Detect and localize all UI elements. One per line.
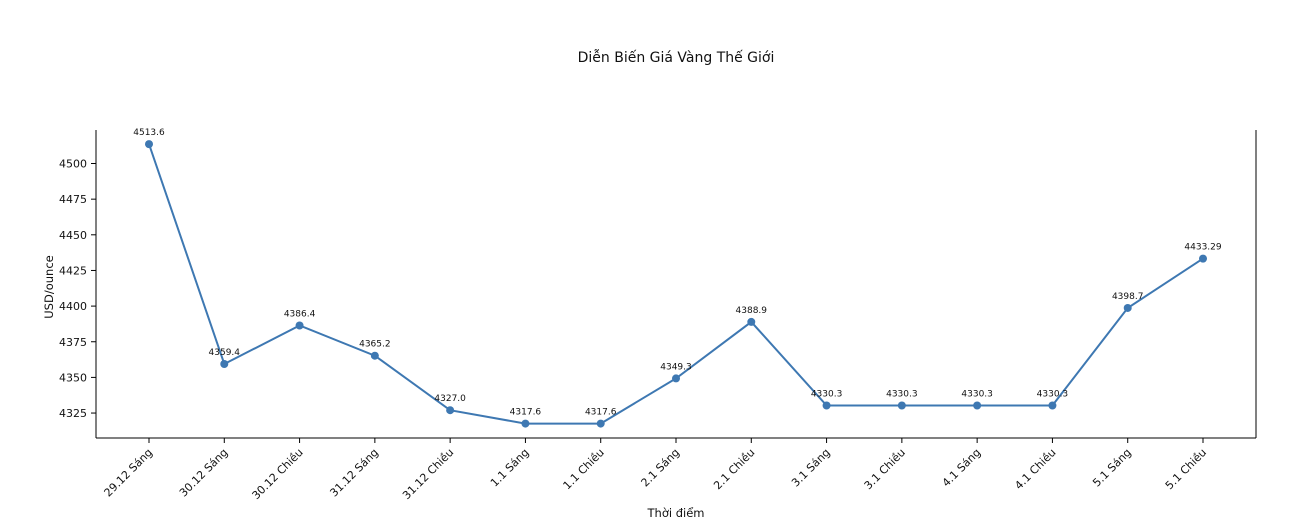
x-tick-label: 2.1 Sáng — [639, 446, 683, 490]
data-label: 4330.3 — [886, 389, 918, 399]
x-tick-label: 2.1 Chiều — [711, 446, 757, 492]
data-point — [1199, 254, 1207, 263]
data-point — [1048, 401, 1057, 410]
data-point — [897, 401, 906, 410]
x-tick-label: 3.1 Sáng — [789, 446, 833, 490]
x-axis-label: Thời điểm — [647, 506, 705, 520]
x-tick-label: 5.1 Chiều — [1163, 446, 1209, 492]
data-label: 4359.4 — [209, 348, 241, 358]
x-tick-label: 31.12 Sáng — [327, 446, 381, 500]
data-point — [672, 374, 680, 383]
data-point — [822, 401, 831, 410]
data-label: 4330.3 — [811, 389, 843, 399]
x-tick-label: 30.12 Sáng — [177, 446, 231, 500]
x-tick-label: 29.12 Sáng — [102, 446, 156, 500]
y-tick-label: 4350 — [59, 371, 87, 384]
data-label: 4386.4 — [284, 309, 316, 319]
data-label: 4433.29 — [1184, 243, 1221, 253]
y-tick-label: 4450 — [59, 229, 87, 242]
y-tick-label: 4375 — [59, 336, 87, 349]
x-tick-label: 4.1 Sáng — [940, 446, 984, 490]
data-point — [747, 317, 756, 326]
data-point — [295, 321, 304, 330]
data-label: 4330.3 — [1037, 389, 1069, 399]
data-label: 4317.6 — [510, 408, 542, 418]
data-point — [596, 419, 605, 428]
y-axis-label: USD/ounce — [42, 255, 56, 318]
data-point — [446, 406, 455, 415]
x-tick-label: 1.1 Sáng — [488, 446, 532, 490]
y-tick-label: 4500 — [59, 158, 87, 171]
y-tick-label: 4475 — [59, 193, 87, 206]
chart-title: Diễn Biến Giá Vàng Thế Giới — [578, 49, 775, 66]
data-point — [220, 359, 229, 368]
x-tick-label: 5.1 Sáng — [1090, 446, 1134, 490]
data-label: 4327.0 — [434, 394, 466, 404]
ticks: 4325 4350 4375 4400 4425 4450 4475 4500 29.12 Sá… — [59, 158, 1209, 503]
data-label: 4398.7 — [1112, 292, 1144, 302]
data-point — [1123, 303, 1132, 312]
x-tick-label: 3.1 Chiều — [862, 446, 908, 492]
y-tick-label: 4425 — [59, 264, 87, 277]
data-label: 4349.3 — [660, 362, 692, 372]
data-label: 4388.9 — [736, 306, 768, 316]
data-label: 4330.3 — [961, 389, 993, 399]
x-tick-label: 30.12 Chiều — [250, 446, 306, 502]
series — [145, 140, 1207, 428]
data-label: 4513.6 — [133, 128, 165, 138]
data-point — [521, 419, 530, 428]
x-tick-label: 4.1 Chiều — [1012, 446, 1058, 492]
x-tick-label: 1.1 Chiều — [561, 446, 607, 492]
data-point — [370, 351, 379, 360]
axes — [95, 130, 1257, 439]
y-tick-label: 4400 — [59, 300, 87, 313]
data-label: 4365.2 — [359, 340, 391, 350]
x-tick-label: 31.12 Chiều — [400, 446, 456, 502]
data-labels: 4513.6 4359.4 4386.4 4365.2 4327.0 4317.6 4317… — [133, 128, 1222, 417]
data-point — [145, 140, 153, 149]
y-tick-label: 4325 — [59, 407, 87, 420]
data-point — [973, 401, 982, 410]
data-label: 4317.6 — [585, 408, 617, 418]
